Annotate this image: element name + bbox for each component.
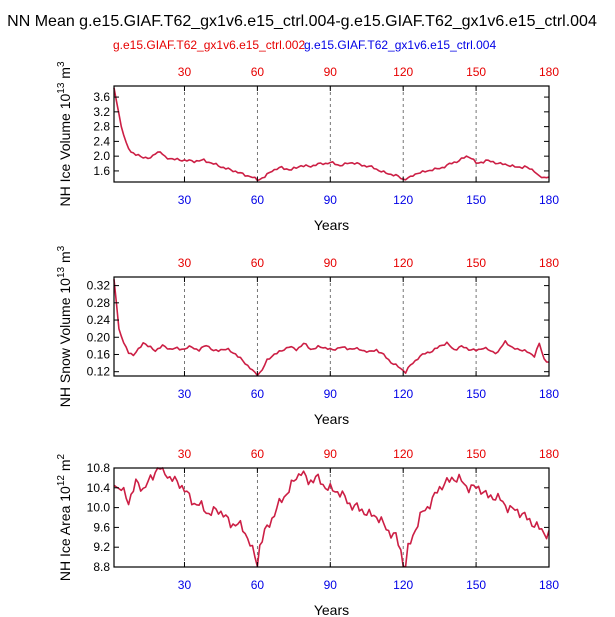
x-tick-label-top: 120 xyxy=(393,256,413,270)
series-line xyxy=(113,467,550,568)
x-tick-label-bottom: 60 xyxy=(251,387,265,401)
x-tick-label-top: 60 xyxy=(251,65,265,79)
x-tick-label-bottom: 30 xyxy=(178,193,192,207)
y-tick-label: 0.32 xyxy=(87,279,111,293)
y-tick-label: 10.4 xyxy=(87,481,111,495)
x-tick-label-bottom: 120 xyxy=(393,578,413,592)
figure-title: NN Mean g.e15.GIAF.T62_gx1v6.e15_ctrl.00… xyxy=(7,13,597,30)
series-line xyxy=(113,279,550,377)
plot-frame xyxy=(113,85,550,183)
y-axis-label: NH Ice Volume 1013 m3 xyxy=(56,61,73,207)
x-tick-label-top: 60 xyxy=(251,447,265,461)
y-tick-label: 0.12 xyxy=(87,365,111,379)
plot-frame xyxy=(113,276,550,377)
x-axis-label: Years xyxy=(314,411,349,427)
x-tick-label-top: 120 xyxy=(393,447,413,461)
legend-label-ctrl-002: g.e15.GIAF.T62_gx1v6.e15_ctrl.002 xyxy=(113,38,305,52)
x-tick-label-bottom: 180 xyxy=(539,387,559,401)
x-tick-label-bottom: 30 xyxy=(178,387,192,401)
x-tick-label-top: 180 xyxy=(539,65,559,79)
x-tick-label-top: 150 xyxy=(466,65,486,79)
x-tick-label-bottom: 90 xyxy=(324,387,338,401)
x-tick-label-bottom: 90 xyxy=(324,193,338,207)
x-tick-label-bottom: 180 xyxy=(539,578,559,592)
x-axis-label: Years xyxy=(314,602,349,617)
x-tick-label-top: 30 xyxy=(178,447,192,461)
x-tick-label-top: 150 xyxy=(466,447,486,461)
x-tick-label-top: 180 xyxy=(539,256,559,270)
y-tick-label: 8.8 xyxy=(93,560,110,574)
x-axis-label: Years xyxy=(314,217,349,233)
y-tick-label: 9.6 xyxy=(93,520,110,534)
x-tick-label-bottom: 60 xyxy=(251,193,265,207)
y-tick-label: 9.2 xyxy=(93,540,110,554)
x-tick-label-bottom: 120 xyxy=(393,387,413,401)
x-tick-label-bottom: 150 xyxy=(466,193,486,207)
x-tick-label-top: 120 xyxy=(393,65,413,79)
x-tick-label-top: 90 xyxy=(324,447,338,461)
y-tick-label: 0.28 xyxy=(87,296,111,310)
series-line xyxy=(113,87,550,182)
x-tick-label-bottom: 150 xyxy=(466,387,486,401)
y-tick-label: 10.0 xyxy=(87,501,111,515)
x-tick-label-bottom: 90 xyxy=(324,578,338,592)
x-tick-label-top: 30 xyxy=(178,65,192,79)
y-tick-label: 10.8 xyxy=(87,461,111,475)
y-axis-label: NH Ice Area 1012 m2 xyxy=(56,453,73,581)
x-tick-label-top: 90 xyxy=(324,65,338,79)
plot-frame xyxy=(113,467,550,568)
x-tick-label-top: 180 xyxy=(539,447,559,461)
y-axis-label: NH Snow Volume 1013 m3 xyxy=(56,245,73,407)
y-tick-label: 2.4 xyxy=(93,134,110,148)
panel-3: 30 30 60 60 90 90 120 120 150 150 180 180 8.8 9.2 9.6 1… xyxy=(56,447,559,617)
x-tick-label-bottom: 60 xyxy=(251,578,265,592)
x-tick-label-top: 150 xyxy=(466,256,486,270)
y-tick-label: 2.8 xyxy=(93,120,110,134)
x-tick-label-bottom: 150 xyxy=(466,578,486,592)
y-tick-label: 3.2 xyxy=(93,105,110,119)
y-tick-label: 0.16 xyxy=(87,347,111,361)
x-tick-label-top: 60 xyxy=(251,256,265,270)
panel-1: 30 30 60 60 90 90 120 120 150 150 180 180 1.62.02.42… xyxy=(56,61,559,233)
y-tick-label: 0.20 xyxy=(87,330,111,344)
legend-label-ctrl-004: g.e15.GIAF.T62_gx1v6.e15_ctrl.004 xyxy=(304,38,496,52)
x-tick-label-top: 30 xyxy=(178,256,192,270)
y-tick-label: 1.6 xyxy=(93,164,110,178)
x-tick-label-bottom: 180 xyxy=(539,193,559,207)
x-tick-label-top: 90 xyxy=(324,256,338,270)
y-tick-label: 3.6 xyxy=(93,90,110,104)
x-tick-label-bottom: 120 xyxy=(393,193,413,207)
panel-2: 30 30 60 60 90 90 120 120 150 150 180 180 0.12 0.16 0.… xyxy=(56,245,559,427)
y-tick-label: 2.0 xyxy=(93,149,110,163)
y-tick-label: 0.24 xyxy=(87,313,111,327)
x-tick-label-bottom: 30 xyxy=(178,578,192,592)
